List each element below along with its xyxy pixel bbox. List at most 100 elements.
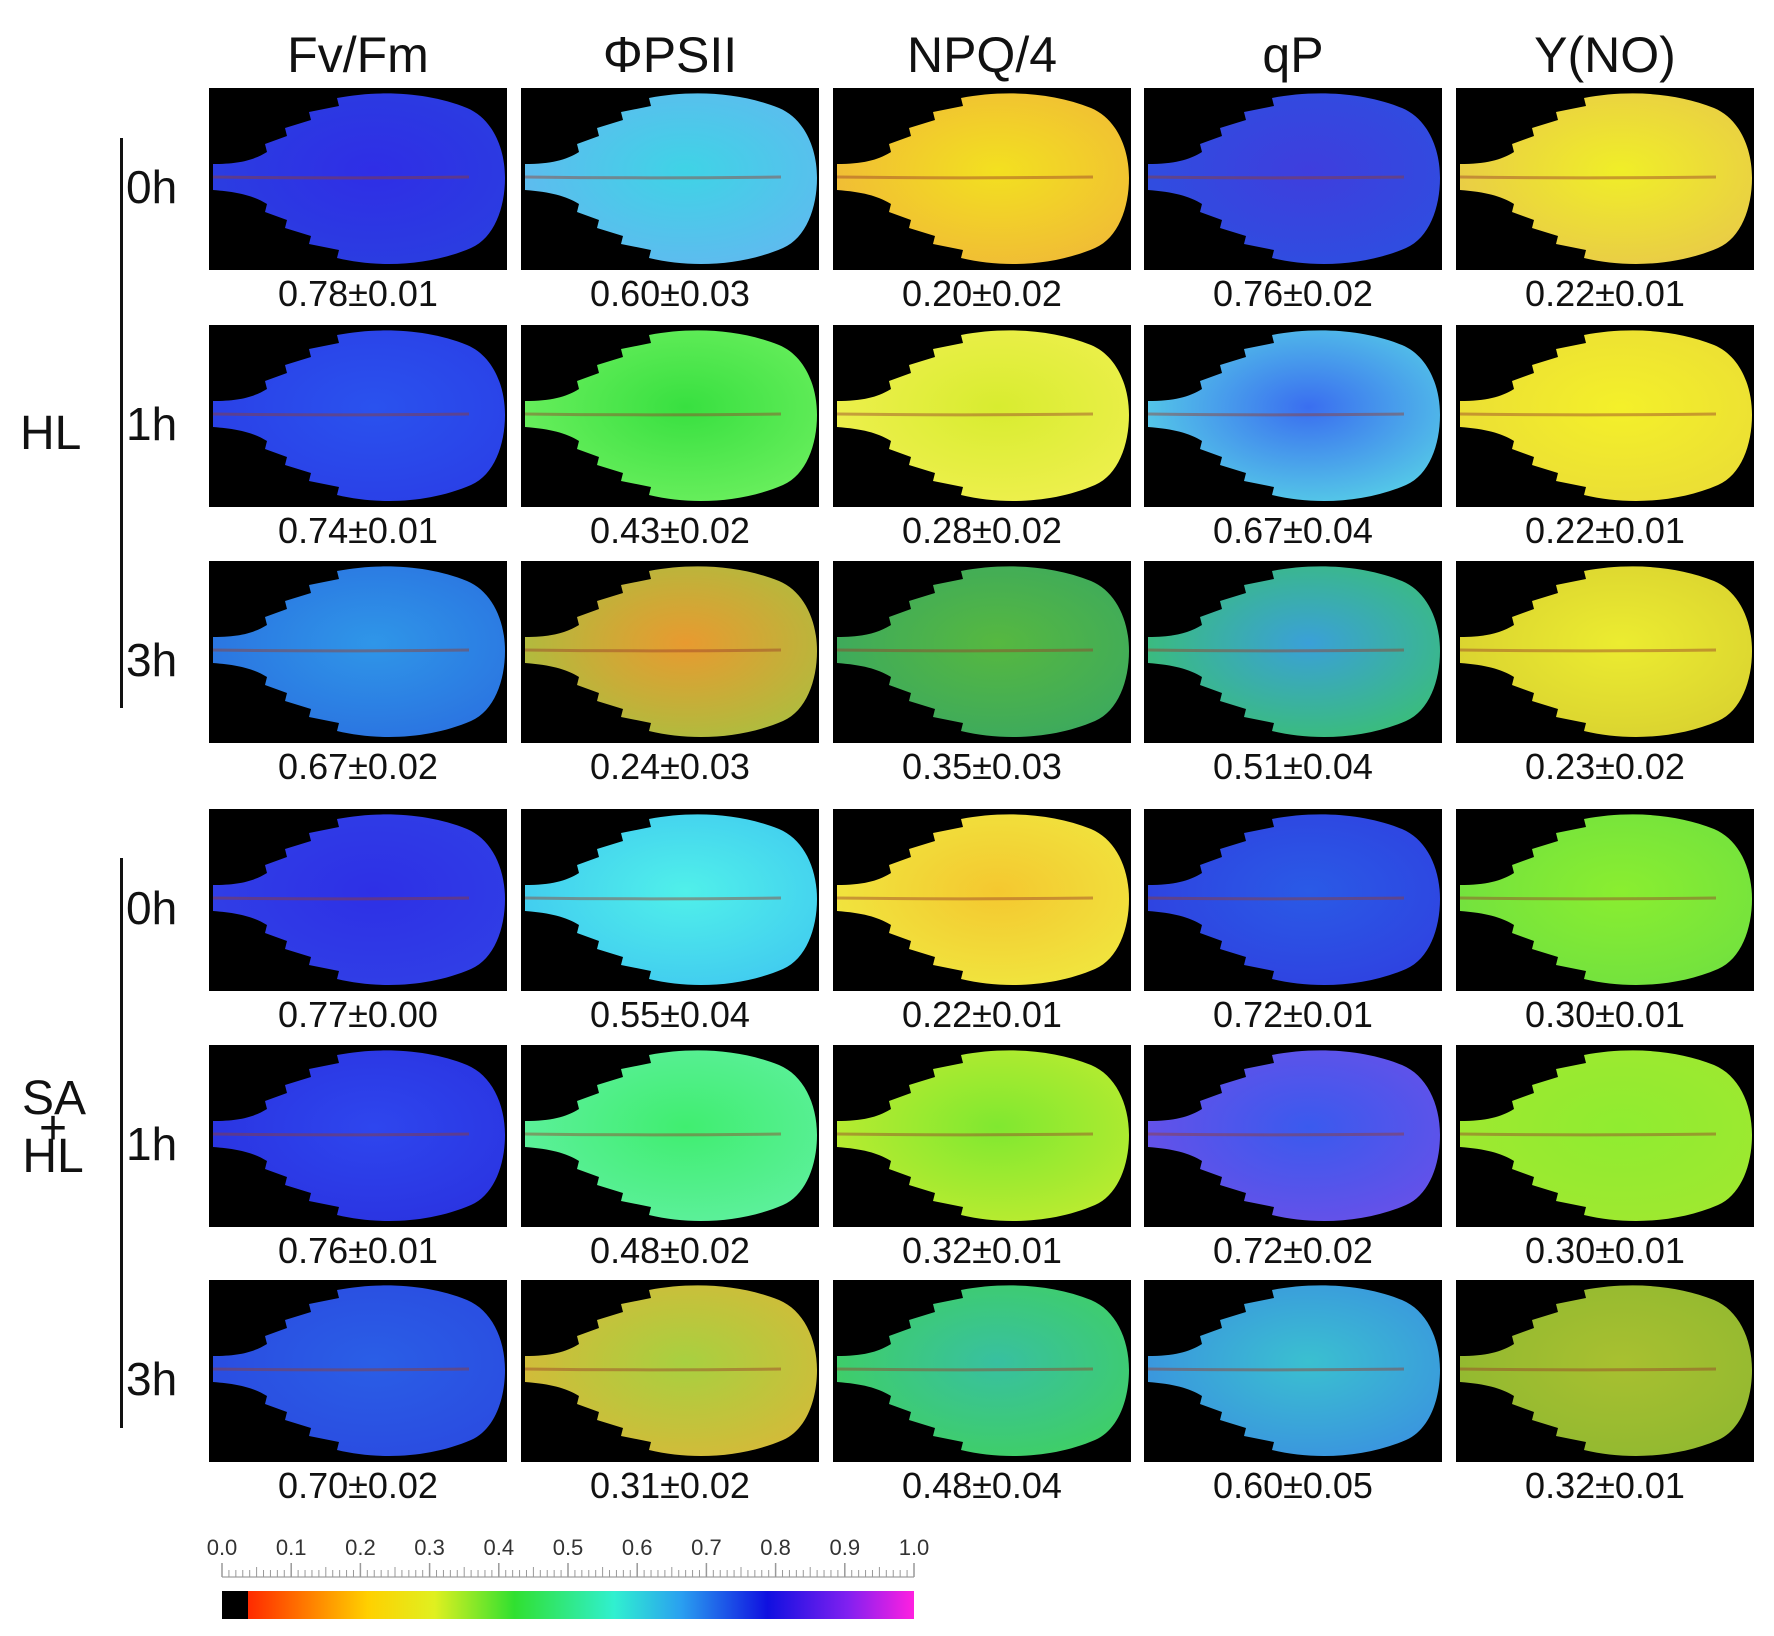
group-label: HL [20,407,82,460]
leaf-image [1148,93,1440,264]
leaf-panel [1144,1280,1442,1462]
leaf-image [837,566,1129,737]
leaf-panel [1456,809,1754,991]
time-label: 1h [126,398,178,450]
leaf-midrib [524,412,782,417]
leaf-midrib [836,175,1094,180]
scale-tick-label: 1.0 [898,1535,930,1560]
measurement-value: 0.35±0.03 [902,746,1062,787]
leaf-midrib [212,648,470,653]
leaf-midrib [1459,1367,1717,1372]
measurement-value: 0.24±0.03 [590,746,750,787]
group-label-line: HL [22,1130,84,1183]
measurement-value: 0.48±0.02 [590,1230,750,1271]
leaf-midrib [212,896,470,901]
scale-tick-label: 0.5 [552,1535,584,1560]
leaf-panel [1456,1280,1754,1462]
scale-tick-label: 0.3 [414,1535,445,1560]
time-label: 1h [126,1118,178,1170]
scale-graphic [221,1563,915,1619]
time-label: 0h [126,161,178,213]
leaf-panel [833,325,1131,507]
measurement-value: 0.60±0.05 [1213,1465,1373,1506]
leaf-midrib [836,896,1094,901]
scale-zero-block [222,1591,248,1619]
leaf-panel [521,1045,819,1227]
leaf-midrib [1147,648,1405,653]
scale-tick-label: 0.9 [829,1535,861,1560]
column-header: qP [1262,27,1324,83]
group-bracket [120,138,123,708]
leaf-image [1460,1285,1752,1456]
leaf-midrib [1459,175,1717,180]
column-header: Y(NO) [1534,27,1676,83]
time-label: 0h [126,882,178,934]
time-label: 3h [126,634,178,686]
leaf-panel [833,809,1131,991]
leaf-panel [1144,1045,1442,1227]
leaf-image [837,330,1129,501]
measurement-value: 0.72±0.02 [1213,1230,1373,1271]
leaf-panel [209,1045,507,1227]
leaf-midrib [836,1132,1094,1137]
leaf-image [837,1050,1129,1221]
leaf-image [525,1285,817,1456]
group-bracket [120,858,123,1428]
leaf-image [213,566,505,737]
scale-tick-label: 0.1 [275,1535,307,1560]
measurement-value: 0.67±0.02 [278,746,438,787]
scale-tick-label: 0.4 [483,1535,515,1560]
color-scale: 0.0 0.1 0.2 0.3 0.4 0.5 0.6 0.7 0.8 0.9 1.0 [207,1535,929,1625]
leaf-image [1460,566,1752,737]
leaf-midrib [1147,412,1405,417]
measurement-value: 0.70±0.02 [278,1465,438,1506]
leaf-panel [1456,1045,1754,1227]
leaf-panel [833,1280,1131,1462]
scale-tick-label: 0.0 [206,1535,238,1560]
group-label-line: SA [22,1072,87,1125]
leaf-panel [833,1045,1131,1227]
leaf-panel [521,88,819,270]
leaf-image [213,1285,505,1456]
leaf-image [525,566,817,737]
leaf-image [837,1285,1129,1456]
column-header: Fv/Fm [287,27,429,83]
leaf-midrib [1459,412,1717,417]
leaf-image [1148,814,1440,985]
leaf-panel [1144,325,1442,507]
leaf-midrib [1147,896,1405,901]
measurement-value: 0.55±0.04 [590,994,750,1035]
leaf-image [213,93,505,264]
leaf-panel [209,88,507,270]
leaf-image [525,1050,817,1221]
leaf-panel [209,325,507,507]
measurement-value: 0.74±0.01 [278,510,438,551]
measurement-value: 0.31±0.02 [590,1465,750,1506]
leaf-midrib [524,175,782,180]
leaf-midrib [1459,1132,1717,1137]
measurement-value: 0.30±0.01 [1525,994,1685,1035]
leaf-image [1460,814,1752,985]
leaf-panel [1144,561,1442,743]
measurement-value: 0.30±0.01 [1525,1230,1685,1271]
leaf-panel [521,561,819,743]
scale-tick-label: 0.7 [691,1535,722,1560]
leaf-midrib [524,1367,782,1372]
leaf-midrib [212,1132,470,1137]
measurement-value: 0.76±0.02 [1213,273,1373,314]
leaf-midrib [524,1132,782,1137]
leaf-midrib [524,896,782,901]
measurement-value: 0.28±0.02 [902,510,1062,551]
leaf-midrib [212,1367,470,1372]
leaf-midrib [212,412,470,417]
leaf-image [1148,330,1440,501]
leaf-panel [1456,325,1754,507]
measurement-value: 0.22±0.01 [1525,273,1685,314]
measurement-value: 0.22±0.01 [1525,510,1685,551]
leaf-panel [521,325,819,507]
leaf-panel [521,1280,819,1462]
scale-tick-label: 0.8 [760,1535,791,1560]
leaf-panel [833,561,1131,743]
measurement-value: 0.23±0.02 [1525,746,1685,787]
leaf-panel [209,1280,507,1462]
